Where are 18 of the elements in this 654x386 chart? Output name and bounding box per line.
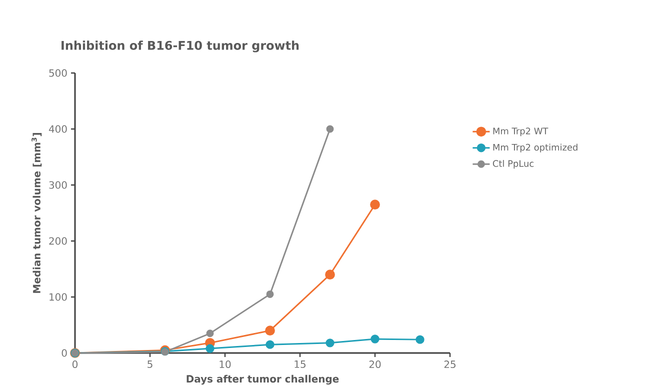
chart-title: Inhibition of B16-F10 tumor growth: [62, 40, 299, 52]
x-tick-label: 5: [148, 360, 152, 368]
legend-label: Ctl PpLuc: [492, 160, 534, 169]
x-tick-label: 15: [294, 360, 306, 368]
y-axis-title: Median tumor volume [mm$^{3}$]: [32, 133, 42, 293]
y-tick-label: 200: [49, 237, 67, 245]
y-tick-label: 500: [49, 69, 67, 77]
legend-label: Mm Trp2 WT: [493, 128, 548, 136]
x-axis-title: Days after tumor challenge: [186, 374, 339, 385]
x-tick-label: 25: [444, 360, 456, 368]
y-tick-label: 300: [49, 181, 67, 189]
y-tick-label: 400: [48, 125, 67, 133]
x-tick-label: 0: [72, 360, 78, 368]
y-tick-label: 100: [50, 293, 67, 301]
x-tick-label: 10: [220, 360, 231, 368]
x-tick-label: 20: [369, 360, 381, 368]
y-tick-label: 0: [62, 349, 67, 357]
legend-label: Mm Trp2 optimized: [493, 144, 578, 152]
